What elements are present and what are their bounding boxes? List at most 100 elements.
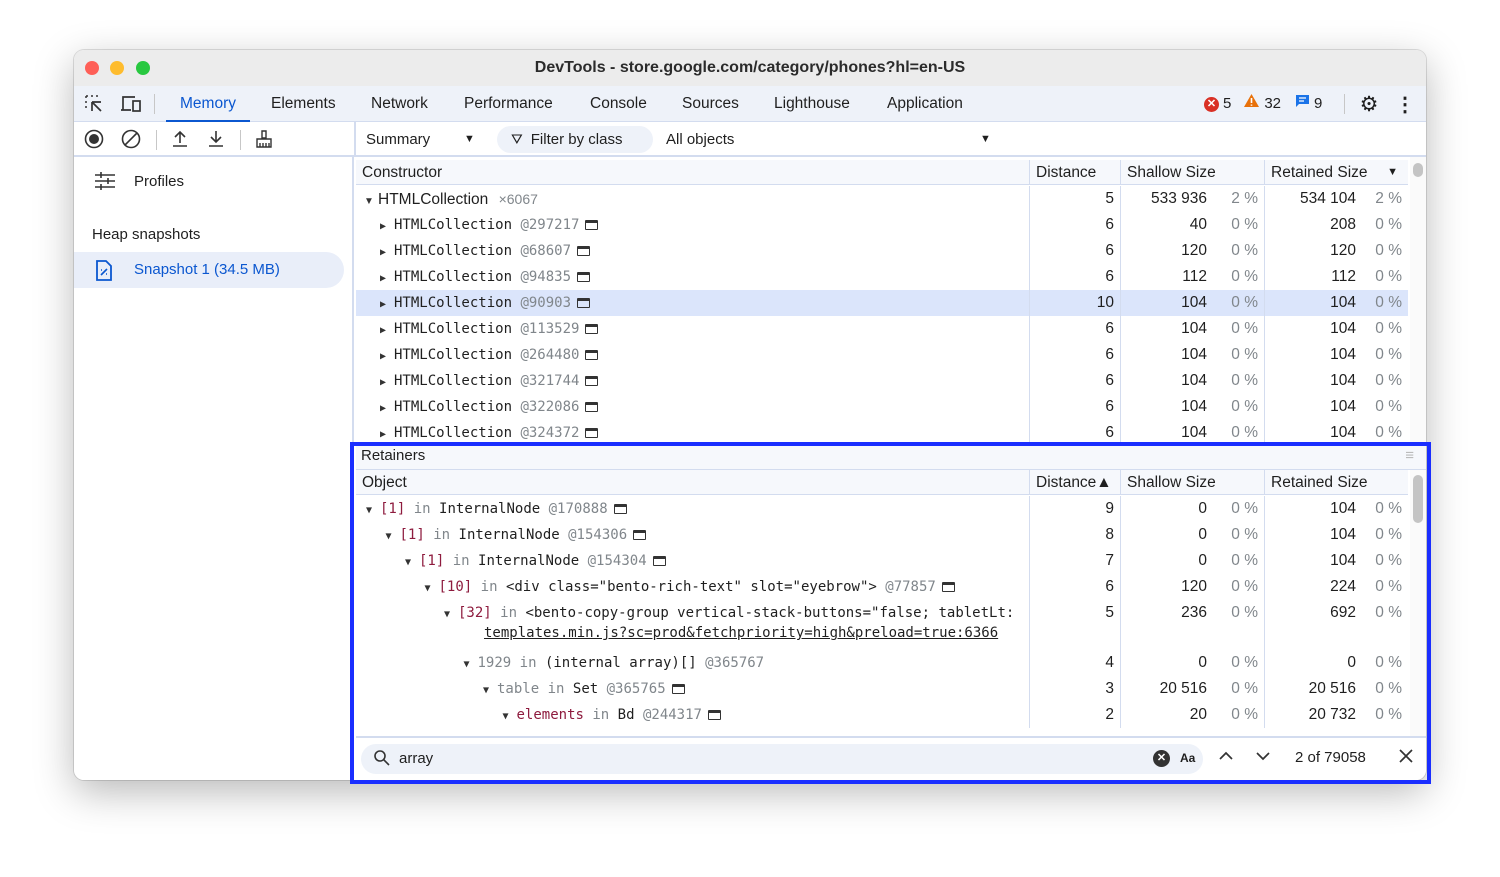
header-retained-size[interactable]: Retained Size ▼ — [1264, 160, 1408, 184]
table-row[interactable]: ▶ HTMLCollection @90903 10 104 0 % 104 0 % — [356, 290, 1408, 316]
constructor-group-row[interactable]: ▼ HTMLCollection ×6067 5 533 936 2 % 534 104 2… — [356, 186, 1408, 212]
table-row[interactable]: ▶ HTMLCollection @264480 6 104 0 % 104 0 % — [356, 342, 1408, 368]
tab-network[interactable]: Network — [371, 95, 428, 112]
collect-garbage-icon[interactable] — [254, 129, 274, 149]
collapsed-triangle-icon[interactable]: ▶ — [380, 429, 387, 440]
clear-search-icon[interactable]: ✕ — [1153, 750, 1170, 767]
reveal-in-panel-icon[interactable] — [707, 710, 721, 720]
tab-application[interactable]: Application — [887, 95, 963, 112]
expanded-triangle-icon[interactable]: ▼ — [444, 609, 451, 620]
load-profile-icon[interactable] — [170, 129, 190, 149]
table-row[interactable]: ▶ HTMLCollection @68607 6 120 0 % 120 0 % — [356, 238, 1408, 264]
collapsed-triangle-icon[interactable]: ▶ — [380, 247, 387, 258]
tab-memory[interactable]: Memory — [166, 86, 250, 122]
tab-console[interactable]: Console — [590, 95, 647, 112]
summary-table-header: Constructor Distance Shallow Size Retain… — [356, 160, 1408, 185]
reveal-in-panel-icon[interactable] — [577, 298, 591, 308]
tab-elements[interactable]: Elements — [271, 95, 336, 112]
retainer-row[interactable]: ▼ [1] in InternalNode @154306 8 0 0 % 104 0 % — [356, 522, 1408, 548]
collapsed-triangle-icon[interactable]: ▶ — [380, 299, 387, 310]
clear-icon[interactable] — [121, 129, 141, 149]
reveal-in-panel-icon[interactable] — [633, 530, 647, 540]
minimize-window-button[interactable] — [110, 61, 124, 75]
collapsed-triangle-icon[interactable]: ▶ — [380, 377, 387, 388]
in-label: in — [452, 553, 470, 569]
match-case-button[interactable]: Aa — [1180, 751, 1196, 765]
table-row[interactable]: ▶ HTMLCollection @322086 6 104 0 % 104 0 % — [356, 394, 1408, 420]
device-toolbar-icon[interactable] — [120, 94, 142, 114]
retainers-scrollbar[interactable] — [1410, 470, 1426, 736]
shallow-cell: 104 0 % — [1120, 316, 1264, 342]
retainer-row[interactable]: ▼ [10] in <div class="bento-rich-text" sl… — [356, 574, 1408, 600]
reveal-in-panel-icon[interactable] — [585, 220, 599, 230]
reveal-in-panel-icon[interactable] — [671, 684, 685, 694]
retainer-row[interactable]: ▼ 1929 in (internal array)[] @365767 4 0 0 %… — [356, 650, 1408, 676]
more-options-icon[interactable]: ⋮ — [1395, 93, 1415, 116]
expanded-triangle-icon[interactable]: ▼ — [364, 196, 374, 207]
collapsed-triangle-icon[interactable]: ▶ — [380, 221, 387, 232]
expanded-triangle-icon[interactable]: ▼ — [385, 531, 392, 542]
header-shallow-size[interactable]: Shallow Size — [1120, 160, 1222, 184]
reveal-in-panel-icon[interactable] — [585, 376, 599, 386]
reveal-in-panel-icon[interactable] — [613, 504, 627, 514]
expanded-triangle-icon[interactable]: ▼ — [424, 583, 431, 594]
search-input[interactable]: array ✕ Aa — [361, 744, 1203, 774]
issues-counter[interactable]: ✕ 5 32 9 — [1204, 86, 1322, 122]
header-object[interactable]: Object — [362, 474, 407, 491]
close-search-icon[interactable] — [1398, 748, 1414, 768]
retainer-row[interactable]: ▼ elements in Bd @244317 2 20 0 % 20 732 0 % — [356, 702, 1408, 728]
header-distance[interactable]: Distance — [1029, 160, 1102, 184]
filter-by-class-input[interactable]: ⛛ Filter by class — [497, 126, 653, 153]
save-profile-icon[interactable] — [206, 129, 226, 149]
reveal-in-panel-icon[interactable] — [585, 324, 599, 334]
scrollbar-thumb[interactable] — [1413, 163, 1423, 177]
scrollbar-thumb[interactable] — [1413, 475, 1423, 523]
settings-gear-icon[interactable]: ⚙ — [1359, 92, 1379, 116]
expanded-triangle-icon[interactable]: ▼ — [463, 659, 470, 670]
close-window-button[interactable] — [85, 61, 99, 75]
table-row[interactable]: ▶ HTMLCollection @94835 6 112 0 % 112 0 % — [356, 264, 1408, 290]
table-row[interactable]: ▶ HTMLCollection @113529 6 104 0 % 104 0 % — [356, 316, 1408, 342]
collapsed-triangle-icon[interactable]: ▶ — [380, 273, 387, 284]
header-retained-size[interactable]: Retained Size — [1264, 470, 1374, 494]
retainer-row[interactable]: ▼ [1] in InternalNode @154304 7 0 0 % 104 0 % — [356, 548, 1408, 574]
retainer-row[interactable]: ▼ [32] in <bento-copy-group vertical-stac… — [356, 600, 1408, 650]
retainer-row[interactable]: ▼ [1] in InternalNode @170888 9 0 0 % 104 0 % — [356, 496, 1408, 522]
zoom-window-button[interactable] — [136, 61, 150, 75]
profiles-settings-icon[interactable] — [94, 171, 116, 195]
header-shallow-size[interactable]: Shallow Size — [1120, 470, 1222, 494]
reveal-in-panel-icon[interactable] — [585, 428, 599, 438]
expanded-triangle-icon[interactable]: ▼ — [483, 685, 490, 696]
expanded-triangle-icon[interactable]: ▼ — [502, 711, 509, 722]
header-distance[interactable]: Distance▲ — [1029, 470, 1118, 494]
inspect-element-icon[interactable] — [84, 94, 104, 114]
tab-sources[interactable]: Sources — [682, 95, 739, 112]
previous-match-icon[interactable] — [1218, 749, 1234, 767]
next-match-icon[interactable] — [1255, 749, 1271, 767]
expanded-triangle-icon[interactable]: ▼ — [366, 505, 373, 516]
reveal-in-panel-icon[interactable] — [577, 246, 591, 256]
tab-lighthouse[interactable]: Lighthouse — [774, 95, 850, 112]
snapshot-item[interactable]: Snapshot 1 (34.5 MB) — [74, 252, 344, 288]
reveal-in-panel-icon[interactable] — [941, 582, 955, 592]
reveal-in-panel-icon[interactable] — [652, 556, 666, 566]
reveal-in-panel-icon[interactable] — [585, 350, 599, 360]
collapsed-triangle-icon[interactable]: ▶ — [380, 351, 387, 362]
view-select[interactable]: Summary ▼ — [366, 122, 486, 157]
collapsed-triangle-icon[interactable]: ▶ — [380, 325, 387, 336]
tab-performance[interactable]: Performance — [464, 95, 553, 112]
reveal-in-panel-icon[interactable] — [577, 272, 591, 282]
table-row[interactable]: ▶ HTMLCollection @321744 6 104 0 % 104 0 % — [356, 368, 1408, 394]
retainer-row[interactable]: ▼ table in Set @365765 3 20 516 0 % 20 516 0 % — [356, 676, 1408, 702]
table-row[interactable]: ▶ HTMLCollection @324372 6 104 0 % 104 0 % — [356, 420, 1408, 442]
expanded-triangle-icon[interactable]: ▼ — [405, 557, 412, 568]
objects-select[interactable]: All objects ▼ — [666, 122, 996, 157]
source-link[interactable]: templates.min.js?sc=prod&fetchpriority=h… — [484, 625, 999, 641]
record-icon[interactable] — [84, 129, 104, 149]
collapsed-triangle-icon[interactable]: ▶ — [380, 403, 387, 414]
reveal-in-panel-icon[interactable] — [585, 402, 599, 412]
header-constructor[interactable]: Constructor — [362, 164, 443, 181]
drag-handle-icon[interactable]: ≡ — [1405, 447, 1414, 464]
table-row[interactable]: ▶ HTMLCollection @297217 6 40 0 % 208 0 % — [356, 212, 1408, 238]
summary-scrollbar[interactable] — [1410, 157, 1426, 442]
